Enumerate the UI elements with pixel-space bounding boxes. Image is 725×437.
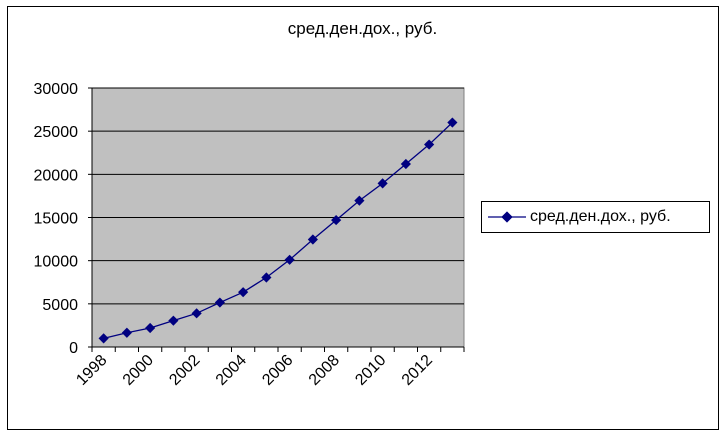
data-point [354, 195, 365, 206]
x-tick-label: 1998 [73, 352, 110, 389]
x-tick-label: 2002 [166, 352, 203, 389]
data-point [331, 214, 342, 226]
data-point [191, 308, 202, 319]
x-tick-label: 2000 [120, 352, 157, 389]
legend-label: сред.ден.дох., руб. [530, 208, 671, 225]
chart-title: сред.ден.дох., руб. [287, 19, 438, 38]
y-tick-label: 25000 [34, 124, 79, 141]
x-tick-label: 2006 [259, 352, 296, 389]
legend-marker [488, 211, 526, 223]
data-point [377, 178, 388, 189]
data-point [145, 322, 156, 334]
data-point [284, 254, 295, 265]
y-tick-label: 0 [69, 340, 78, 357]
series-line [103, 122, 453, 339]
x-tick-label: 2010 [352, 352, 389, 389]
y-tick-label: 20000 [34, 167, 79, 184]
data-point [121, 327, 132, 338]
y-tick-label: 15000 [34, 211, 79, 228]
data-point [168, 315, 179, 326]
x-tick-label: 2004 [213, 352, 250, 389]
data-point [214, 297, 225, 308]
y-tick-label: 30000 [34, 81, 79, 98]
data-point [261, 272, 272, 283]
data-point [400, 158, 411, 170]
y-tick-label: 10000 [34, 254, 79, 271]
data-point [238, 287, 249, 298]
x-tick-label: 2008 [306, 352, 343, 389]
legend: сред.ден.дох., руб. [481, 201, 710, 233]
x-tick-label: 2012 [399, 352, 436, 389]
y-tick-label: 5000 [42, 297, 78, 314]
